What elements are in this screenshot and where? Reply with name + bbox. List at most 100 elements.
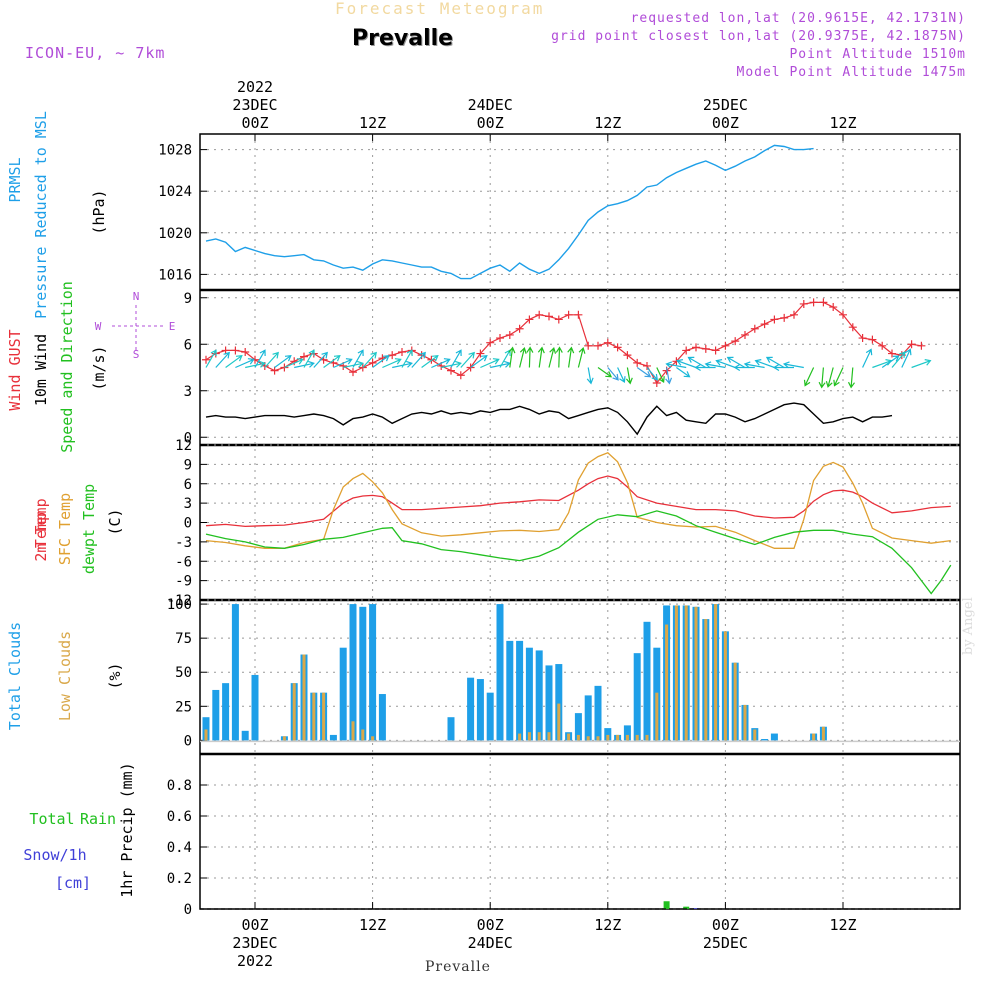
total-clouds-bar xyxy=(555,664,563,741)
compass-s: S xyxy=(133,348,140,361)
time-label-top: 12Z xyxy=(359,114,386,132)
low-clouds-bar xyxy=(576,734,580,741)
wind-direction-arrow xyxy=(362,351,377,368)
wind-direction-arrow xyxy=(235,358,255,369)
time-label-top: 00Z xyxy=(712,114,739,132)
total-clouds-bar xyxy=(251,674,259,741)
value-tick-label: 50 xyxy=(175,665,192,681)
wind-direction-arrow xyxy=(687,356,707,369)
wind-direction-arrow xyxy=(470,354,488,368)
model-altitude: Model Point Altitude 1475m xyxy=(736,65,966,80)
gust-marker xyxy=(515,324,524,333)
wind-direction-arrow xyxy=(597,367,613,378)
value-tick-label: 0 xyxy=(184,516,192,532)
gust-marker xyxy=(819,298,828,307)
value-tick-label: -6 xyxy=(175,554,192,570)
gust-marker xyxy=(603,338,612,347)
gust-marker xyxy=(760,320,769,329)
value-tick-label: 0 xyxy=(184,430,192,446)
low-clouds-bar xyxy=(645,734,649,741)
low-clouds-bar xyxy=(312,692,316,741)
snow-bar xyxy=(693,908,699,909)
time-label-bottom: 00Z xyxy=(477,916,504,934)
wind-direction-arrow xyxy=(743,361,765,369)
value-tick-label: 0 xyxy=(184,902,192,918)
wind-direction-arrow xyxy=(294,360,315,369)
year-label-bottom: 2022 xyxy=(237,952,273,970)
compass-cross xyxy=(112,305,163,350)
low-clouds-bar xyxy=(361,729,365,741)
label-2m: Temp xyxy=(32,512,50,548)
gust-marker xyxy=(574,310,583,319)
wind-direction-arrow xyxy=(460,351,475,368)
temp-unit: (C) xyxy=(106,508,124,535)
gust-marker xyxy=(780,313,789,322)
gust-marker xyxy=(770,315,779,324)
wind-direction-arrow xyxy=(862,348,873,368)
wind-direction-arrow xyxy=(372,354,390,368)
date-label-top: 24DEC xyxy=(468,96,513,114)
low-clouds-bar xyxy=(743,704,747,741)
low-clouds-bar xyxy=(322,692,326,741)
total-clouds-bar xyxy=(329,734,337,741)
gust-marker xyxy=(231,346,240,355)
wind-direction-arrow xyxy=(567,346,575,368)
total-clouds-bar xyxy=(545,665,553,741)
gust-marker xyxy=(456,371,465,380)
wind-direction-arrow xyxy=(519,346,527,368)
total-clouds-bar xyxy=(486,692,494,741)
total-clouds-bar xyxy=(222,683,230,741)
wind-direction-arrow xyxy=(225,354,243,368)
value-tick-label: 6 xyxy=(184,477,192,493)
gust-line xyxy=(205,301,922,385)
gust-marker xyxy=(594,341,602,350)
wind-direction-arrow xyxy=(313,351,328,368)
total-clouds-bar xyxy=(378,694,386,741)
wind-direction-arrow xyxy=(411,351,426,368)
gust-marker xyxy=(496,334,504,343)
low-clouds-bar xyxy=(547,732,551,741)
clouds-unit: (%) xyxy=(106,662,124,689)
wind-direction-arrow xyxy=(625,367,633,385)
time-label-top: 12Z xyxy=(594,114,621,132)
low-clouds-bar xyxy=(753,729,757,741)
wind-direction-arrow xyxy=(480,358,500,369)
gust-marker xyxy=(505,330,514,339)
gust-marker xyxy=(682,346,691,355)
wind-direction-arrow xyxy=(264,351,279,368)
year-label-top: 2022 xyxy=(237,78,273,96)
wind-direction-arrow xyxy=(431,358,451,369)
wind-direction-arrow xyxy=(441,360,462,369)
wind-direction-arrow xyxy=(765,356,785,369)
value-tick-label: 25 xyxy=(175,699,192,715)
total-clouds-bar xyxy=(761,739,769,741)
gust-marker xyxy=(623,351,632,360)
low-clouds-bar xyxy=(704,619,708,741)
wind-direction-arrow xyxy=(352,349,364,368)
total-clouds-bar xyxy=(339,647,347,741)
wind-unit: (m/s) xyxy=(90,345,108,390)
low-clouds-bar xyxy=(665,624,669,741)
wind-direction-arrow xyxy=(382,358,402,369)
total-clouds-bar xyxy=(643,621,651,741)
total-clouds-bar xyxy=(349,604,357,741)
low-clouds-bar xyxy=(302,654,306,741)
value-tick-label: 0 xyxy=(184,733,192,749)
total-clouds-bar xyxy=(535,650,543,741)
wind-direction-arrow xyxy=(665,361,687,369)
wind-direction-arrow xyxy=(274,354,292,368)
wind-direction-arrow xyxy=(901,348,912,368)
low-clouds-bar xyxy=(606,734,610,741)
low-clouds-bar xyxy=(204,729,208,741)
low-clouds-bar xyxy=(282,736,286,741)
wind-line xyxy=(205,402,893,436)
total-clouds-bar xyxy=(212,689,220,741)
gust-marker xyxy=(701,344,710,353)
gust-marker xyxy=(564,310,573,319)
low-clouds-bar xyxy=(351,721,355,741)
wind-direction-arrow xyxy=(676,367,691,378)
wind-direction-arrow xyxy=(215,351,230,368)
total-clouds-bar xyxy=(202,717,210,741)
